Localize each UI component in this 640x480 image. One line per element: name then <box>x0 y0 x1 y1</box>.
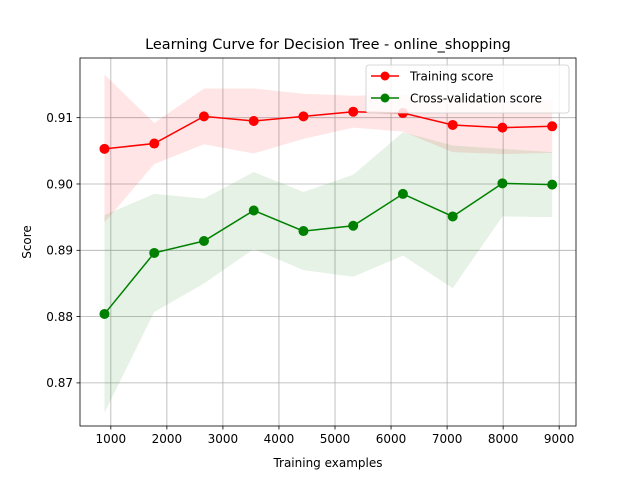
x-tick-label: 4000 <box>264 432 295 446</box>
cross-validation-score-point <box>149 247 160 258</box>
x-tick-label: 6000 <box>376 432 407 446</box>
cross-validation-score-band <box>104 132 553 413</box>
y-tick-label: 0.87 <box>46 376 73 390</box>
y-tick-label: 0.91 <box>46 111 73 125</box>
training-score-point <box>348 106 359 117</box>
x-tick-label: 8000 <box>488 432 519 446</box>
x-tick-label: 9000 <box>544 432 575 446</box>
x-tick-label: 2000 <box>152 432 183 446</box>
legend-frame <box>365 64 570 114</box>
y-axis-label: Score <box>20 225 34 259</box>
x-tick-label: 3000 <box>208 432 239 446</box>
chart-title: Learning Curve for Decision Tree - onlin… <box>145 37 511 53</box>
cross-validation-score-point <box>198 236 209 247</box>
x-tick-label: 1000 <box>96 432 127 446</box>
legend: Training score Cross-validation score <box>365 64 570 114</box>
cross-validation-score-point <box>397 188 408 199</box>
training-score-point <box>198 111 209 122</box>
training-score-point <box>99 143 110 154</box>
x-axis-label: Training examples <box>272 456 382 470</box>
score-lines <box>103 110 553 315</box>
y-tick-label: 0.90 <box>46 177 73 191</box>
training-score-point <box>547 121 558 132</box>
x-axis-ticks: 1000 2000 3000 4000 5000 6000 7000 8000 9000 <box>96 426 575 446</box>
training-score-point <box>248 115 259 126</box>
x-tick-label: 7000 <box>432 432 463 446</box>
cross-validation-score-point <box>298 226 309 237</box>
cross-validation-score-point <box>348 220 359 231</box>
training-score-line <box>104 110 553 150</box>
legend-label-training: Training score <box>409 70 493 84</box>
cross-validation-score-point <box>497 178 508 189</box>
x-tick-label: 5000 <box>320 432 351 446</box>
y-tick-label: 0.88 <box>46 310 73 324</box>
legend-marker-cross-validation <box>380 93 390 103</box>
training-score-point <box>298 111 309 122</box>
cross-validation-score-point <box>447 211 458 222</box>
cross-validation-score-point <box>547 179 558 190</box>
training-score-point <box>447 119 458 130</box>
cross-validation-score-line <box>103 182 553 315</box>
training-score-point <box>149 138 160 149</box>
legend-label-cross-validation: Cross-validation score <box>410 92 542 106</box>
y-tick-label: 0.89 <box>46 244 73 258</box>
legend-marker-training <box>380 71 390 81</box>
grid-lines <box>80 58 576 426</box>
plot-frame <box>79 57 577 427</box>
training-score-point <box>497 122 508 133</box>
y-axis-ticks: 0.87 0.88 0.89 0.90 0.91 <box>46 111 80 390</box>
cross-validation-score-point <box>99 308 110 319</box>
cross-validation-score-point <box>248 205 259 216</box>
